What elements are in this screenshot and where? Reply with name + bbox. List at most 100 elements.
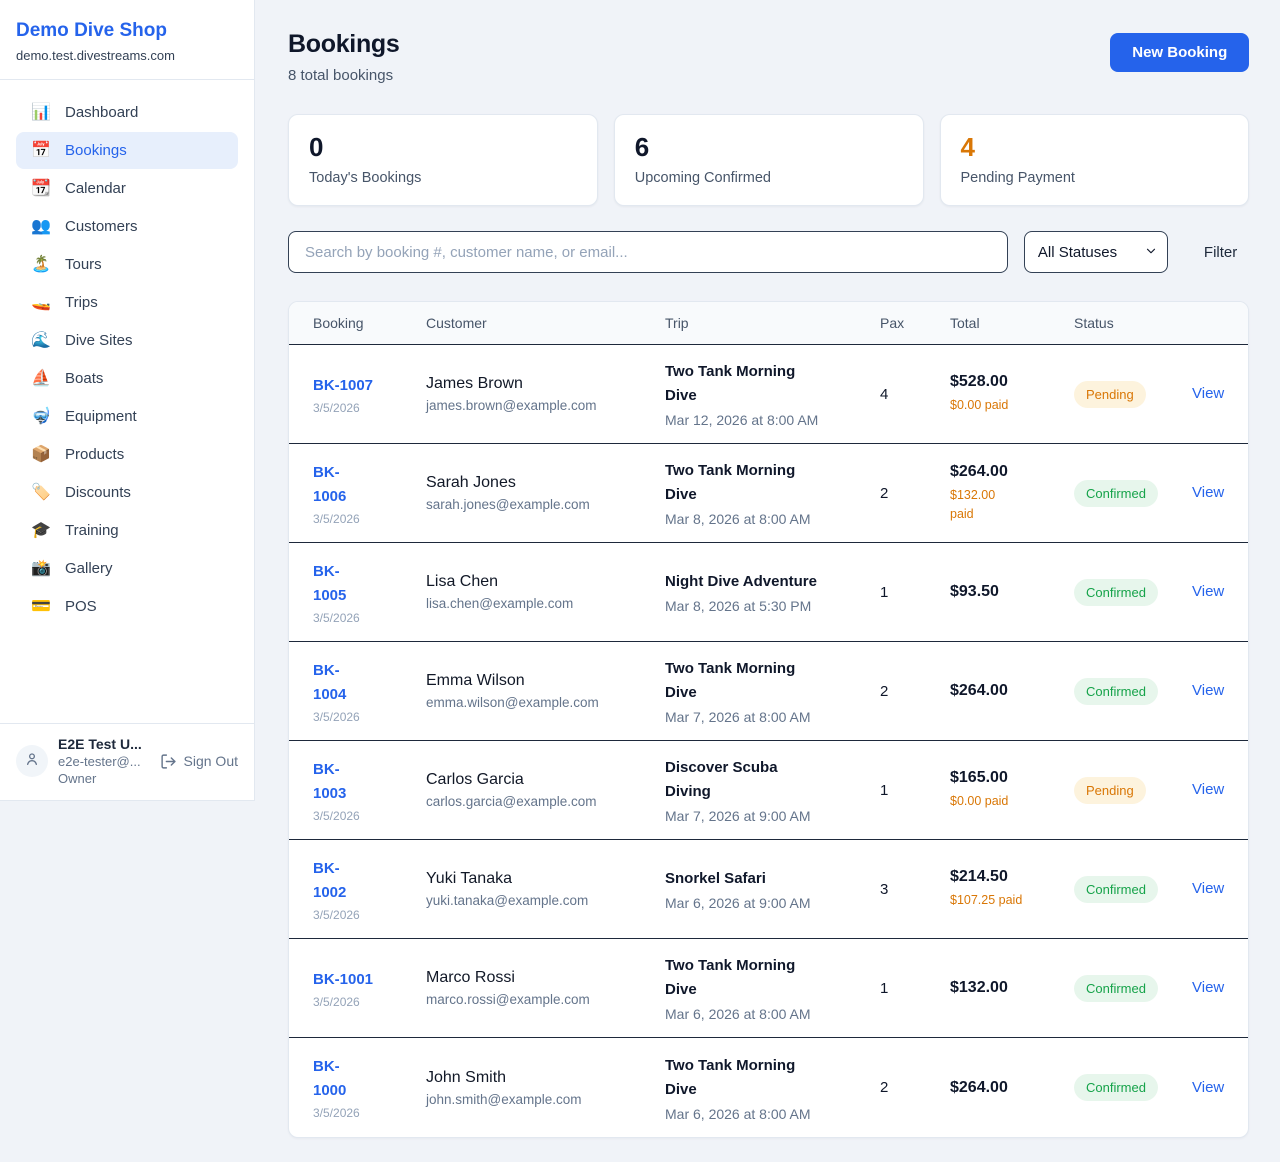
total-value: $214.50 <box>950 868 1008 886</box>
trip-cell: Two Tank Morning Dive Mar 8, 2026 at 8:0… <box>665 459 880 527</box>
pax-value: 2 <box>880 1079 889 1096</box>
stat-label: Upcoming Confirmed <box>634 170 771 186</box>
customer-email: yuki.tanaka@example.com <box>426 893 589 908</box>
customer-email: james.brown@example.com <box>426 398 597 413</box>
customer-cell: Emma Wilson emma.wilson@example.com <box>426 672 665 710</box>
sidebar-item-tours[interactable]: 🏝️ Tours <box>16 246 238 283</box>
status-cell: Confirmed <box>1074 578 1192 606</box>
trip-cell: Discover Scuba Diving Mar 7, 2026 at 9:0… <box>665 756 880 824</box>
view-link[interactable]: View <box>1192 979 1225 996</box>
total-cell: $264.00 $132.00 paid <box>950 463 1074 522</box>
customer-cell: Carlos Garcia carlos.garcia@example.com <box>426 771 665 809</box>
customer-name: James Brown <box>426 375 523 392</box>
page-header: Bookings 8 total bookings New Booking <box>288 30 1250 84</box>
view-link[interactable]: View <box>1192 1078 1225 1096</box>
sidebar-item-label: Tours <box>65 256 102 273</box>
total-value: $528.00 <box>950 373 1008 391</box>
status-badge: Confirmed <box>1074 479 1158 507</box>
status-filter-wrap: All Statuses <box>1023 231 1168 273</box>
sidebar-item-gallery[interactable]: 📸 Gallery <box>16 550 238 587</box>
paid-value: $107.25 paid <box>950 893 1023 908</box>
status-cell: Pending <box>1074 380 1192 408</box>
sidebar-item-calendar[interactable]: 📆 Calendar <box>16 170 238 207</box>
booking-cell: BK- 1004 3/5/2026 <box>313 659 426 724</box>
booking-id-link[interactable]: BK-1001 <box>313 970 374 988</box>
view-link[interactable]: View <box>1192 682 1225 699</box>
pax-value: 4 <box>880 385 889 403</box>
brand-block: Demo Dive Shop demo.test.divestreams.com <box>0 0 254 80</box>
search-input[interactable] <box>288 231 1008 273</box>
bar-chart-icon: 📊 <box>31 103 51 121</box>
booking-cell: BK-1007 3/5/2026 <box>313 374 426 415</box>
column-header-trip: Trip <box>665 315 689 331</box>
sidebar-item-label: Dashboard <box>65 104 139 121</box>
sidebar-item-products[interactable]: 📦 Products <box>16 436 238 473</box>
tear-off-calendar-icon: 📆 <box>31 179 51 197</box>
view-link[interactable]: View <box>1192 781 1225 798</box>
customer-cell: Sarah Jones sarah.jones@example.com <box>426 474 665 512</box>
customer-cell: Lisa Chen lisa.chen@example.com <box>426 573 665 611</box>
trip-datetime: Mar 6, 2026 at 8:00 AM <box>665 1105 811 1122</box>
trip-name: Two Tank Morning Dive <box>665 1056 796 1098</box>
column-header-booking: Booking <box>313 315 364 331</box>
filter-button[interactable]: Filter <box>1203 243 1238 261</box>
sidebar-item-label: Trips <box>65 294 98 311</box>
status-cell: Confirmed <box>1074 974 1192 1002</box>
total-value: $165.00 <box>950 769 1008 787</box>
sailboat-icon: ⛵ <box>31 369 51 387</box>
status-filter-select[interactable]: All Statuses <box>1023 231 1168 273</box>
view-link[interactable]: View <box>1192 385 1225 402</box>
customer-email: sarah.jones@example.com <box>426 497 590 512</box>
booking-id-link[interactable]: BK- 1003 <box>313 760 347 802</box>
sidebar-item-trips[interactable]: 🚤 Trips <box>16 284 238 321</box>
table-row: BK- 1003 3/5/2026 Carlos Garcia carlos.g… <box>289 741 1249 840</box>
view-link[interactable]: View <box>1192 583 1225 600</box>
total-value: $264.00 <box>950 682 1008 699</box>
trip-name: Snorkel Safari <box>665 870 766 887</box>
booking-id-link[interactable]: BK-1007 <box>313 376 374 394</box>
sidebar-item-discounts[interactable]: 🏷️ Discounts <box>16 474 238 511</box>
new-booking-button[interactable]: New Booking <box>1110 33 1250 72</box>
sidebar-item-boats[interactable]: ⛵ Boats <box>16 360 238 397</box>
booking-id-link[interactable]: BK- 1005 <box>313 562 347 604</box>
table-row: BK- 1004 3/5/2026 Emma Wilson emma.wilso… <box>289 642 1249 741</box>
booking-id-link[interactable]: BK- 1006 <box>313 463 347 505</box>
stats-row: 0 Today's Bookings 6 Upcoming Confirmed … <box>288 114 1250 206</box>
view-link[interactable]: View <box>1192 484 1225 501</box>
brand-domain: demo.test.divestreams.com <box>16 48 175 63</box>
brand-title[interactable]: Demo Dive Shop <box>16 20 167 41</box>
status-cell: Confirmed <box>1074 875 1192 903</box>
total-cell: $165.00 $0.00 paid <box>950 769 1074 810</box>
sidebar-item-training[interactable]: 🎓 Training <box>16 512 238 549</box>
actions-cell: View <box>1192 682 1224 700</box>
status-cell: Confirmed <box>1074 479 1192 507</box>
trip-datetime: Mar 12, 2026 at 8:00 AM <box>665 412 819 428</box>
booking-cell: BK- 1003 3/5/2026 <box>313 758 426 823</box>
total-cell: $264.00 <box>950 1079 1074 1097</box>
sidebar-item-dashboard[interactable]: 📊 Dashboard <box>16 94 238 131</box>
total-cell: $132.00 <box>950 979 1074 997</box>
booking-id-link[interactable]: BK- 1004 <box>313 661 347 703</box>
stat-value: 4 <box>960 132 975 162</box>
sidebar-item-label: Bookings <box>65 142 127 159</box>
credit-card-icon: 💳 <box>31 597 51 615</box>
trip-name: Night Dive Adventure <box>665 573 817 590</box>
booking-id-link[interactable]: BK- 1000 <box>313 1058 347 1099</box>
sidebar-item-dive-sites[interactable]: 🌊 Dive Sites <box>16 322 238 359</box>
sidebar-item-label: Training <box>65 522 119 539</box>
sidebar-item-customers[interactable]: 👥 Customers <box>16 208 238 245</box>
sidebar-item-label: Dive Sites <box>65 332 133 349</box>
pax-value: 2 <box>880 682 889 700</box>
status-badge: Confirmed <box>1074 578 1158 606</box>
sign-out-button[interactable]: Sign Out <box>160 753 238 770</box>
sidebar-item-equipment[interactable]: 🤿 Equipment <box>16 398 238 435</box>
sidebar-item-label: Discounts <box>65 484 131 501</box>
view-link[interactable]: View <box>1192 880 1225 897</box>
sidebar-item-bookings[interactable]: 📅 Bookings <box>16 132 238 169</box>
sidebar-nav: 📊 Dashboard 📅 Bookings 📆 Calendar 👥 Cust… <box>0 80 254 723</box>
booking-id-link[interactable]: BK- 1002 <box>313 859 347 901</box>
sidebar-item-pos[interactable]: 💳 POS <box>16 588 238 625</box>
page-title: Bookings <box>288 30 400 58</box>
sidebar: Demo Dive Shop demo.test.divestreams.com… <box>0 0 255 801</box>
